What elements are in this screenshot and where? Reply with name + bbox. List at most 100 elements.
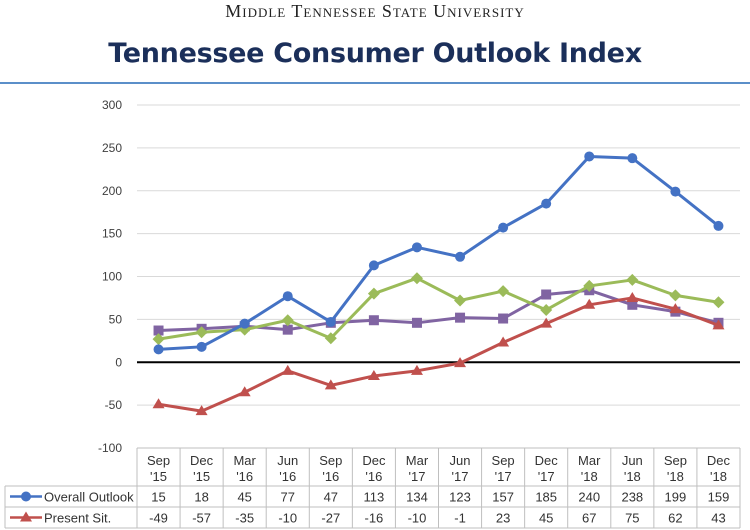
table-cell-value: 185 <box>535 490 557 505</box>
table-cell-value: 77 <box>281 490 295 505</box>
data-point <box>282 324 293 335</box>
y-tick-label: 250 <box>102 141 122 155</box>
x-category-label: Sep <box>319 453 342 468</box>
table-cell-value: -35 <box>235 511 254 526</box>
x-category-label: Sep <box>147 453 170 468</box>
data-point <box>498 222 509 233</box>
x-category-label: Mar <box>578 453 601 468</box>
table-cell-value: -16 <box>364 511 383 526</box>
data-point <box>410 272 423 285</box>
data-point <box>411 242 422 253</box>
data-point <box>196 341 207 352</box>
data-point <box>713 220 724 231</box>
x-category-year: '16 <box>236 469 253 484</box>
table-cell-value: 18 <box>194 490 208 505</box>
x-category-year: '17 <box>538 469 555 484</box>
x-category-year: '16 <box>322 469 339 484</box>
table-cell-value: 67 <box>582 511 596 526</box>
x-category-year: '17 <box>452 469 469 484</box>
data-point <box>670 186 681 197</box>
data-point <box>367 369 380 380</box>
data-point <box>540 303 553 316</box>
data-point <box>195 326 208 339</box>
data-point <box>627 299 638 310</box>
table-cell-value: 75 <box>625 511 639 526</box>
data-point <box>583 279 596 292</box>
x-category-label: Mar <box>406 453 429 468</box>
table-cell-value: 113 <box>364 490 385 505</box>
table-cell-value: 238 <box>621 490 643 505</box>
x-category-label: Sep <box>492 453 515 468</box>
data-point <box>195 405 208 416</box>
data-point <box>454 357 467 368</box>
table-cell-value: -10 <box>278 511 297 526</box>
table-cell-value: 134 <box>406 490 428 505</box>
data-point <box>498 313 509 324</box>
data-point <box>454 294 467 307</box>
x-category-year: '15 <box>150 469 167 484</box>
data-point <box>627 153 638 164</box>
data-point <box>368 260 379 271</box>
data-point <box>540 317 553 328</box>
table-cell-value: 45 <box>539 511 553 526</box>
x-category-year: '18 <box>581 469 598 484</box>
table-cell-value: -1 <box>454 511 466 526</box>
series-line <box>158 154 720 351</box>
data-point <box>497 285 510 298</box>
data-point <box>541 289 552 300</box>
table-cell-value: -27 <box>321 511 340 526</box>
data-point <box>367 287 380 300</box>
x-category-label: Dec <box>535 453 559 468</box>
data-point <box>281 364 294 375</box>
data-point <box>497 336 510 347</box>
table-cell-value: 23 <box>496 511 510 526</box>
legend-triangle-icon <box>20 511 32 522</box>
y-tick-label: 300 <box>102 98 122 112</box>
table-cell-value: 45 <box>237 490 251 505</box>
data-point <box>282 291 293 302</box>
table-cell-value: 47 <box>324 490 338 505</box>
x-category-year: '16 <box>279 469 296 484</box>
data-point <box>152 398 165 409</box>
data-point <box>583 298 596 309</box>
table-cell-value: 123 <box>449 490 471 505</box>
title-divider <box>0 82 750 84</box>
x-category-year: '16 <box>365 469 382 484</box>
data-point <box>324 379 337 390</box>
series-line <box>158 276 719 341</box>
x-category-year: '18 <box>667 469 684 484</box>
y-tick-label: -50 <box>105 398 123 412</box>
data-point <box>626 291 639 302</box>
x-category-label: Sep <box>664 453 687 468</box>
series-line <box>158 296 719 413</box>
table-cell-value: 159 <box>708 490 730 505</box>
legend-label: Overall Outlook <box>44 490 134 505</box>
legend-circle-icon <box>21 491 31 502</box>
table-cell-value: -10 <box>408 511 427 526</box>
data-point <box>324 332 337 345</box>
x-category-year: '18 <box>624 469 641 484</box>
x-category-year: '17 <box>408 469 425 484</box>
data-point <box>410 364 423 375</box>
university-name: Middle Tennessee State University <box>225 1 525 21</box>
data-point <box>455 251 466 262</box>
data-point <box>325 316 336 327</box>
y-tick-label: 0 <box>115 355 122 369</box>
data-point <box>153 325 164 336</box>
y-tick-label: 100 <box>102 270 122 284</box>
x-category-label: Jun <box>450 453 471 468</box>
data-point <box>669 303 682 314</box>
data-point <box>712 319 725 330</box>
x-category-year: '18 <box>710 469 727 484</box>
y-tick-label: 200 <box>102 184 122 198</box>
x-category-label: Mar <box>233 453 256 468</box>
x-category-label: Dec <box>707 453 731 468</box>
legend-label: Present Sit. <box>44 511 111 526</box>
data-point <box>152 333 165 346</box>
data-point <box>455 312 466 323</box>
data-point <box>411 317 422 328</box>
data-point <box>626 273 639 286</box>
data-point <box>238 386 251 397</box>
x-category-label: Dec <box>362 453 386 468</box>
